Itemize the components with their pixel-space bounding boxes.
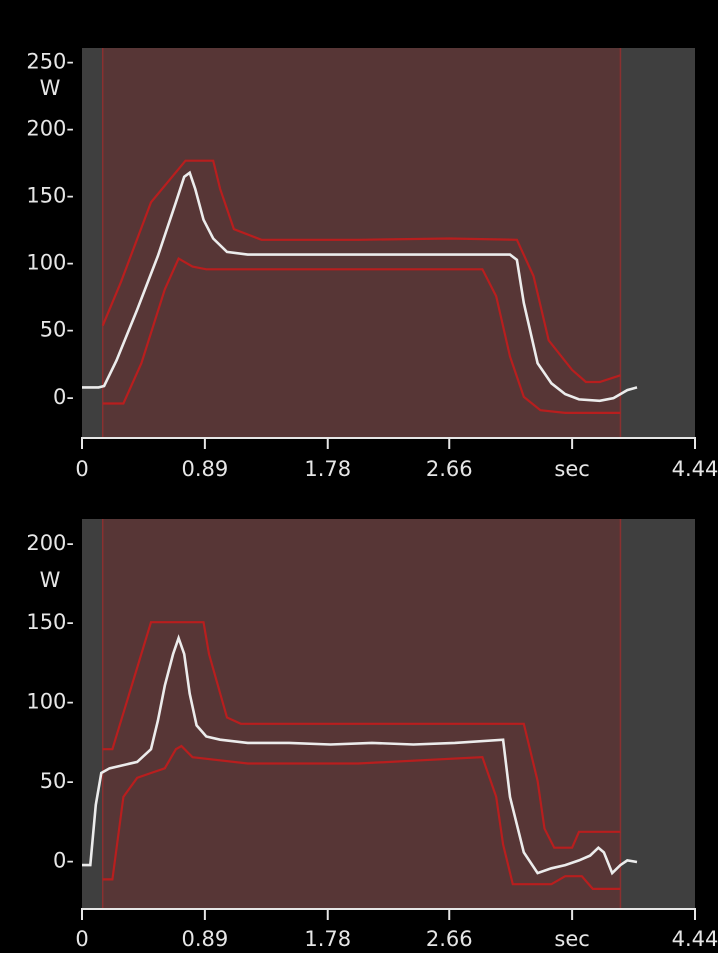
x-tick-label: 0 <box>75 457 88 481</box>
x-tick-label: 0.89 <box>181 457 228 481</box>
x-tick-label: sec <box>554 927 589 951</box>
y-tick-label: 150- <box>26 184 74 208</box>
lower-envelope-line <box>102 744 621 890</box>
signal-line <box>82 170 638 403</box>
chart-bottom: 0- 50- 100- 150- 200- W 0 0.89 1.78 2.66 sec 4.44 <box>26 519 718 951</box>
y-tick-label: 200- <box>26 531 74 555</box>
y-tick-label: 50- <box>40 318 74 342</box>
lower-envelope-line <box>102 257 621 414</box>
x-tick-label: 4.44 <box>672 457 718 481</box>
y-tick-label: 250- <box>26 49 74 73</box>
upper-envelope-line <box>101 159 621 384</box>
y-tick-label: 100- <box>26 251 74 275</box>
x-tick-label: 4.44 <box>672 927 718 951</box>
x-tick-label: 0.89 <box>181 927 228 951</box>
x-tick-label: 2.66 <box>426 457 473 481</box>
x-tick-label: 1.78 <box>304 927 351 951</box>
y-axis-label: W <box>40 76 61 100</box>
x-tick-label: 2.66 <box>426 927 473 951</box>
x-tick-label: sec <box>554 457 589 481</box>
y-tick-label: 200- <box>26 116 74 140</box>
tolerance-window <box>102 48 621 437</box>
y-tick-label: 150- <box>26 610 74 634</box>
y-tick-label: 0- <box>53 385 74 409</box>
y-tick-label: 100- <box>26 690 74 714</box>
x-tick-label: 0 <box>75 927 88 951</box>
tolerance-window <box>102 519 621 908</box>
x-tick-label: 1.78 <box>304 457 351 481</box>
signal-line <box>82 634 638 876</box>
y-tick-label: 50- <box>40 769 74 793</box>
chart-top: 0- 50- 100- 150- 200- 250- W 0 0.89 1.78 2.66 sec 4.… <box>26 48 718 481</box>
y-axis-label: W <box>40 568 61 592</box>
y-tick-label: 0- <box>53 848 74 872</box>
upper-envelope-line <box>102 621 621 849</box>
